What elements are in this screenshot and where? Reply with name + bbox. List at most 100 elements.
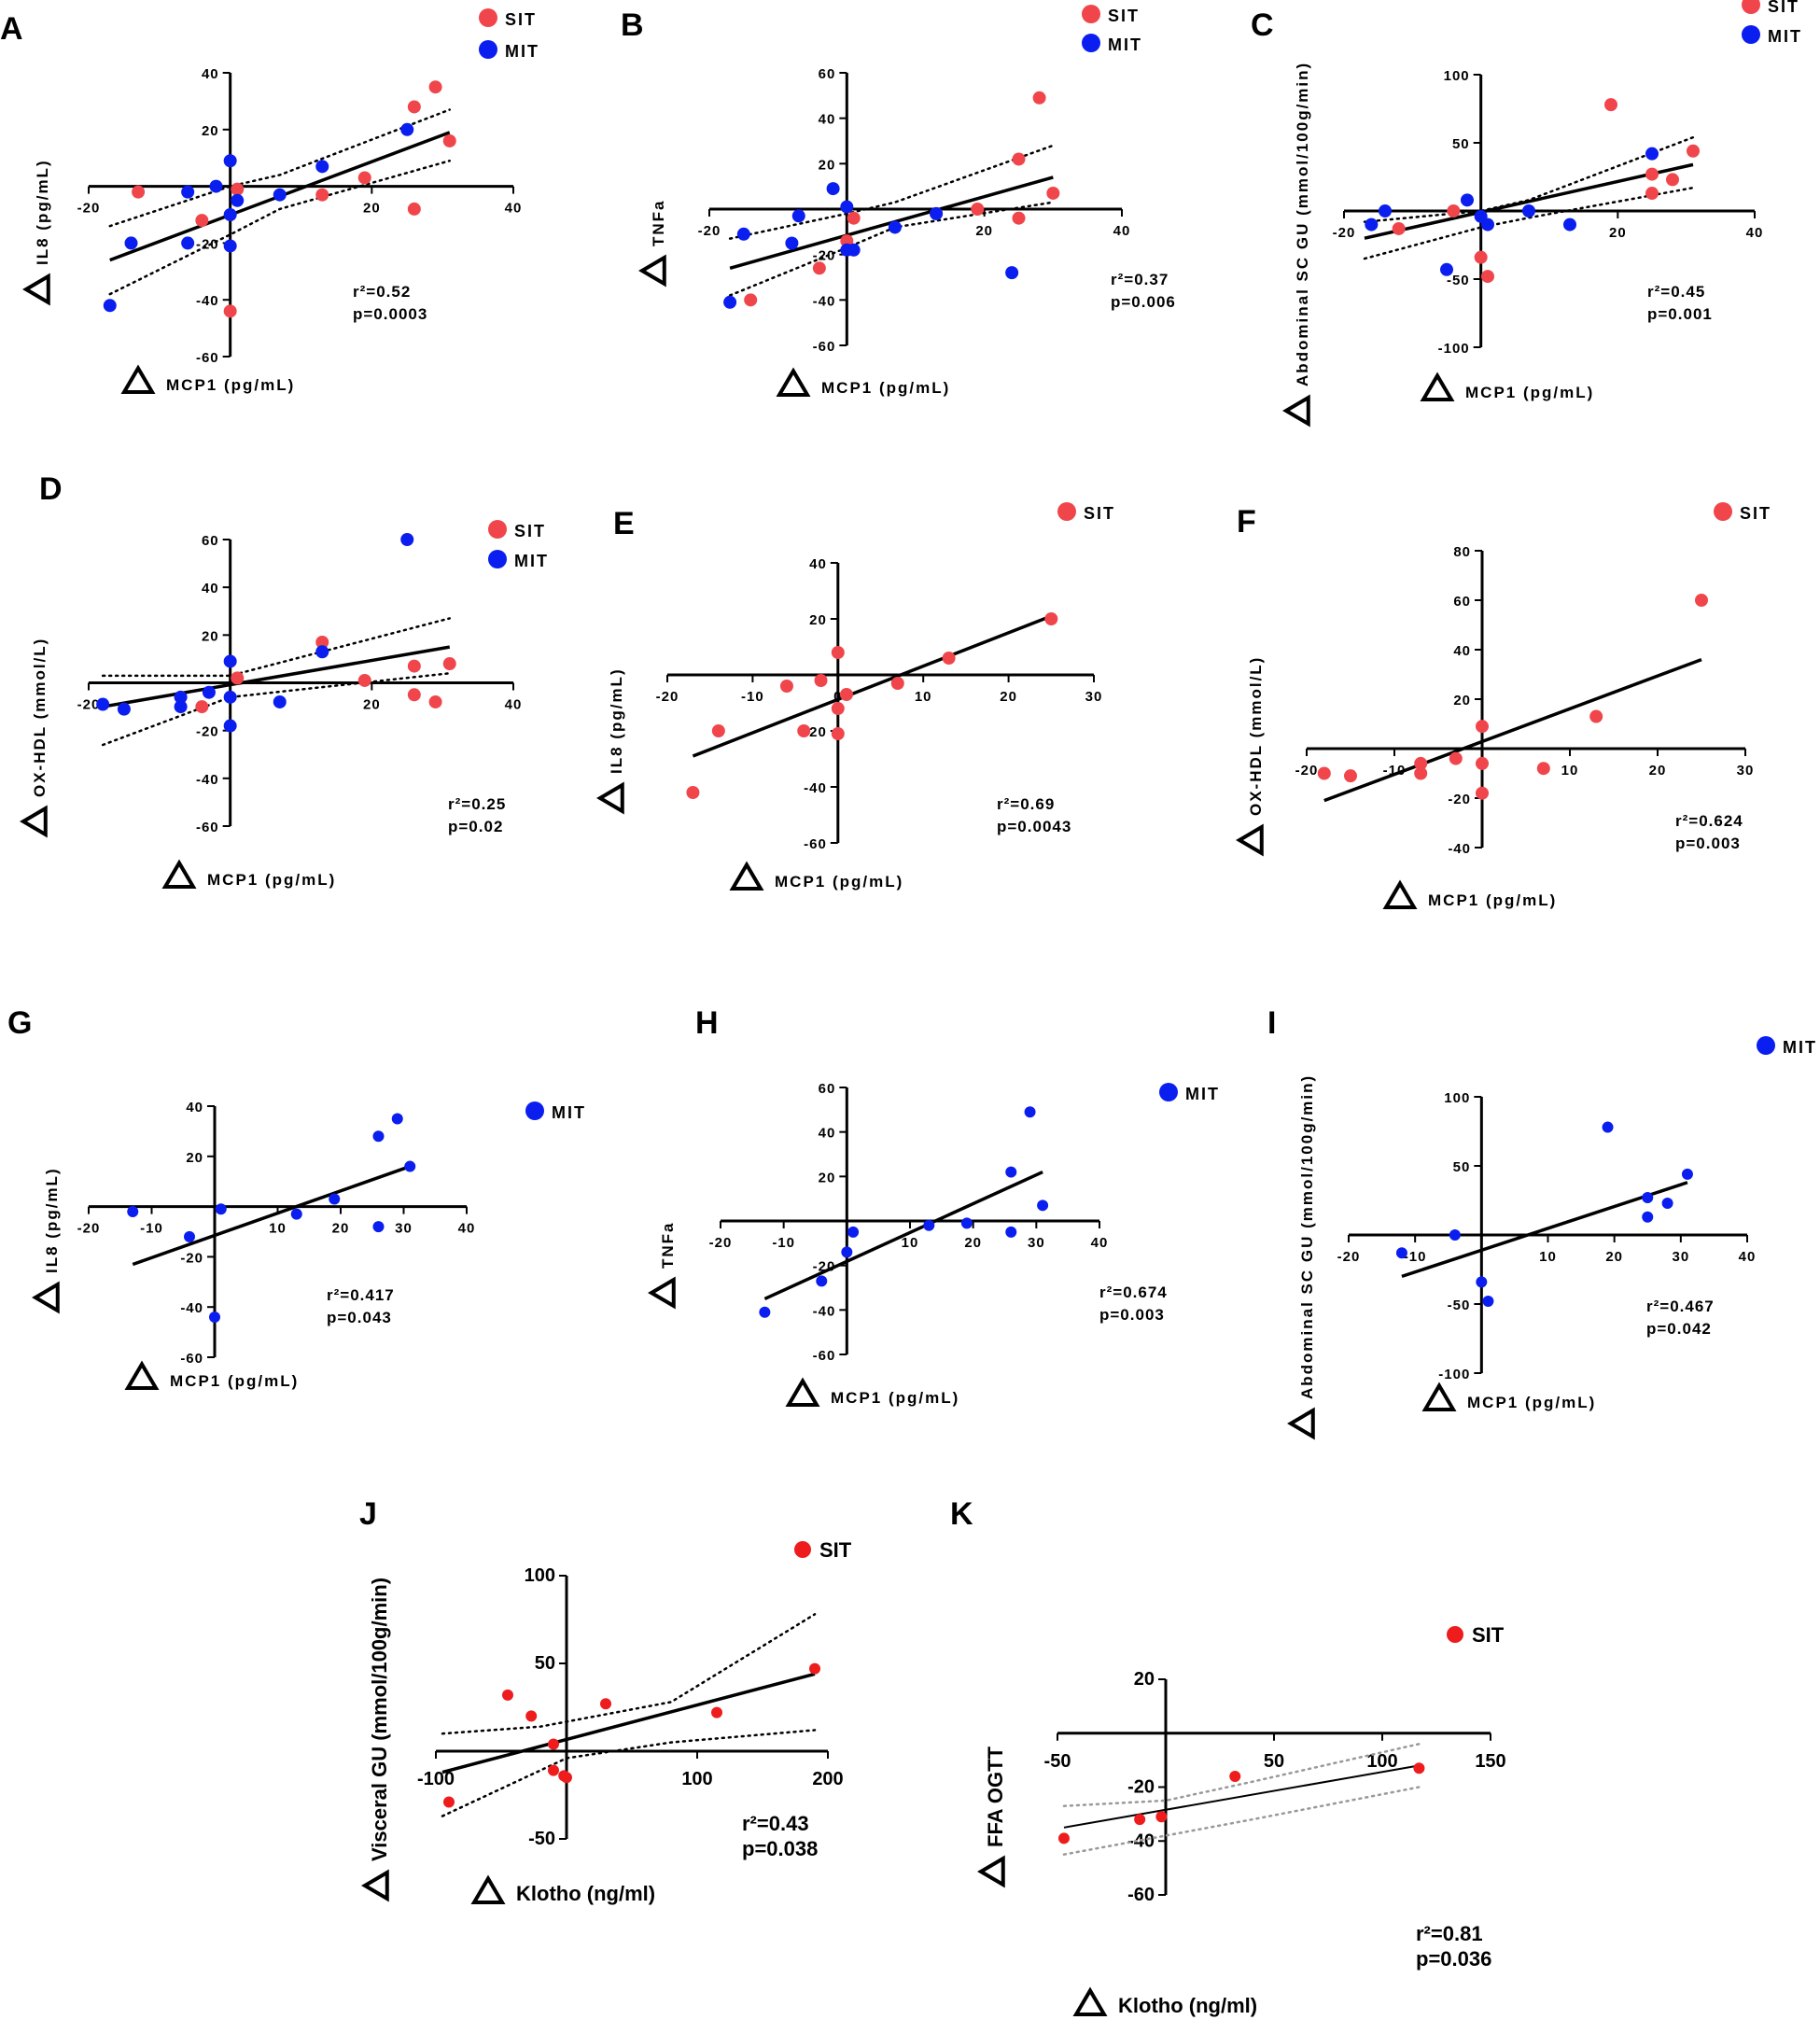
confidence-band-upper <box>1062 1743 1421 1807</box>
mit-data-point <box>1449 1229 1461 1241</box>
chart-panel-f: F -20 -10 10 20 30 -40 -20 20 40 60 80 r²=0.624 p=0.0… <box>1236 502 1770 909</box>
mit-data-point <box>181 236 195 250</box>
x-axis-label: MCP1 (pg/mL) <box>1465 384 1594 401</box>
legend-label-mit: MIT <box>1185 1085 1220 1103</box>
sit-data-point <box>809 1662 820 1675</box>
delta-triangle-icon <box>32 1281 60 1314</box>
x-tick-label: -20 <box>698 223 721 239</box>
confidence-band-upper <box>1363 135 1695 223</box>
sit-data-point <box>407 100 421 114</box>
x-tick-label: -20 <box>709 1235 733 1251</box>
x-tick-label: -10 <box>1404 1249 1427 1265</box>
mit-data-point <box>1482 1296 1494 1308</box>
sit-data-point <box>502 1689 513 1701</box>
mit-data-point <box>840 200 854 214</box>
regression-line <box>1323 657 1702 803</box>
y-axis-label: Visceral GU (mmol/100g/min) <box>368 1578 391 1861</box>
x-tick-label: 40 <box>505 697 523 713</box>
delta-triangle-icon <box>361 1869 389 1902</box>
y-tick-label: 40 <box>202 581 219 596</box>
panel-letter: D <box>39 471 63 507</box>
sit-data-point <box>890 677 904 690</box>
delta-triangle-icon <box>20 805 48 838</box>
mit-data-point <box>96 697 110 711</box>
chart-panel-i: I -20 -10 10 20 30 40 -100 -50 50 100 r²=0.467 p=0.0… <box>1267 1005 1817 1440</box>
y-tick-label: 100 <box>525 1565 555 1586</box>
x-tick-label: 150 <box>1475 1751 1505 1772</box>
sit-data-point <box>1645 187 1659 201</box>
sit-data-point <box>1476 756 1489 770</box>
regression-line <box>102 645 451 708</box>
x-axis-label: MCP1 (pg/mL) <box>166 376 295 394</box>
mit-data-point <box>223 154 237 168</box>
legend-label-mit: MIT <box>552 1103 586 1122</box>
x-axis-label: MCP1 (pg/mL) <box>1428 891 1557 909</box>
x-tick-label: 10 <box>269 1221 287 1237</box>
x-tick-label: 50 <box>1264 1751 1284 1772</box>
legend-label-sit: SIT <box>1768 0 1799 16</box>
y-tick-label: 20 <box>202 123 219 139</box>
sit-data-point <box>1032 91 1046 105</box>
x-tick-label: -20 <box>1337 1249 1361 1265</box>
legend-label-sit: SIT <box>1084 504 1115 523</box>
sit-data-point <box>711 724 725 737</box>
sit-data-point <box>1645 167 1659 181</box>
sit-data-point <box>442 657 456 671</box>
x-tick-label: -10 <box>741 689 764 705</box>
p-value-label: p=0.003 <box>1099 1306 1165 1324</box>
p-value-label: p=0.0043 <box>997 818 1071 835</box>
confidence-band-upper <box>108 108 451 228</box>
x-tick-label: 40 <box>458 1221 476 1237</box>
panel-letter: B <box>621 7 644 43</box>
sit-data-point <box>1229 1770 1241 1782</box>
p-value-label: p=0.001 <box>1647 305 1713 323</box>
chart-panel-d: D -20 20 40 -60 -40 -20 20 40 60 r²=0.25 p=0.02 SIT M… <box>20 471 547 889</box>
y-axis-label: TNFa <box>650 200 667 247</box>
sit-data-point <box>1589 709 1603 723</box>
delta-triangle-icon <box>161 859 197 889</box>
sit-data-point <box>525 1710 538 1722</box>
y-tick-label: -60 <box>196 820 219 835</box>
x-tick-label: 30 <box>1085 689 1103 705</box>
y-tick-label: -40 <box>813 1303 836 1319</box>
mit-data-point <box>826 182 840 196</box>
legend-label-mit: MIT <box>1108 35 1142 54</box>
p-value-label: p=0.036 <box>1416 1947 1491 1971</box>
x-tick-label: -20 <box>77 697 101 713</box>
sit-data-point <box>428 80 442 94</box>
r-squared-label: r²=0.25 <box>448 795 506 813</box>
confidence-band-lower <box>1363 186 1695 260</box>
r-squared-label: r²=0.45 <box>1647 283 1705 301</box>
mit-data-point <box>400 533 414 546</box>
legend-label-mit: MIT <box>1783 1038 1817 1057</box>
y-axis-label: OX-HDL (mmol/L) <box>1247 656 1265 816</box>
mit-data-point <box>1461 193 1474 207</box>
mit-data-point <box>1476 1276 1488 1288</box>
x-tick-label: 20 <box>1000 689 1017 705</box>
mit-data-point <box>174 690 188 704</box>
mit-data-point <box>960 1217 973 1229</box>
delta-triangle-icon <box>776 367 811 397</box>
x-tick-label: 20 <box>363 201 381 217</box>
x-axis-label: MCP1 (pg/mL) <box>775 873 903 891</box>
y-tick-label: 40 <box>819 112 836 128</box>
y-tick-label: 60 <box>1453 594 1471 610</box>
mit-data-point <box>372 1221 385 1233</box>
mit-data-point <box>223 654 237 668</box>
y-tick-label: -50 <box>1447 273 1470 288</box>
mit-data-point <box>1642 1211 1654 1223</box>
panel-letter: K <box>950 1496 973 1532</box>
x-tick-label: 30 <box>1028 1235 1045 1251</box>
x-tick-label: -100 <box>417 1769 455 1789</box>
sit-data-point <box>1666 173 1679 187</box>
sit-data-point <box>814 674 828 687</box>
sit-data-point <box>686 786 700 799</box>
confidence-band-upper <box>101 617 451 678</box>
mit-data-point <box>723 295 737 309</box>
sit-data-point <box>839 688 853 701</box>
mit-data-point <box>223 690 237 704</box>
y-tick-label: -20 <box>180 1250 203 1266</box>
sit-data-point <box>831 646 845 659</box>
sit-data-point <box>1012 211 1026 225</box>
sit-data-point <box>548 1738 559 1750</box>
